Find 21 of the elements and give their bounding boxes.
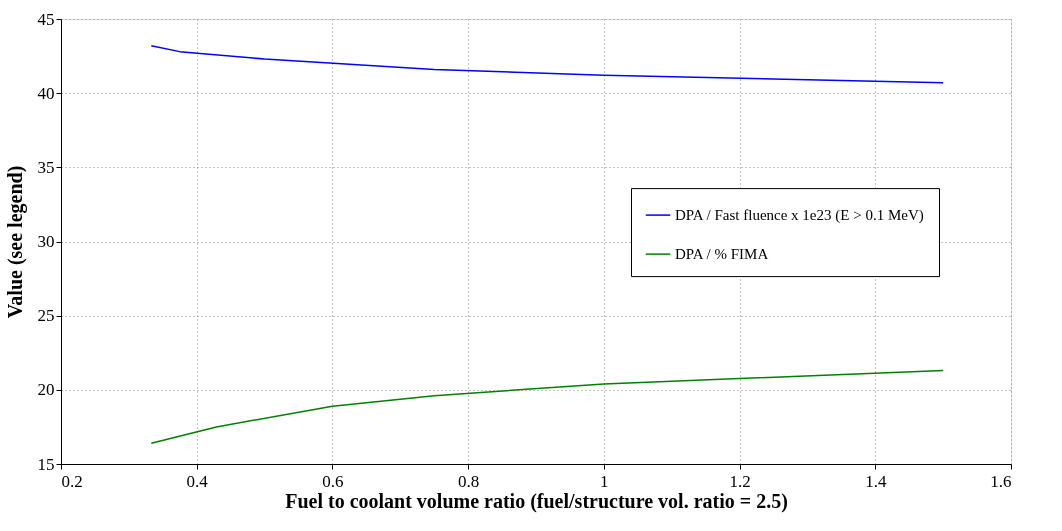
y-tick-label: 30 [37,232,55,251]
y-tick-label: 45 [37,9,55,29]
x-tick-label: 1.2 [729,471,751,491]
x-tick-label: 1 [600,471,609,491]
x-tick-label: 0.4 [186,471,209,491]
y-tick-label: 15 [37,454,55,474]
legend-label: DPA / Fast fluence x 1e23 (E > 0.1 MeV) [675,207,924,225]
x-tick-label: 0.6 [322,471,344,491]
x-tick-label: 0.2 [61,471,83,491]
y-tick-label: 40 [37,83,55,103]
x-tick-label: 1.6 [990,471,1012,491]
x-tick-label: 1.4 [865,471,887,491]
x-tick-label: 0.8 [458,471,480,491]
line-series [150,369,944,444]
line-series [150,44,944,84]
y-tick-label: 35 [37,157,55,177]
y-tick-label: 25 [37,306,55,326]
y-axis-title: Value (see legend) [3,165,27,319]
x-axis-title: Fuel to coolant volume ratio (fuel/structure vol. ratio = 2.5) [285,489,788,513]
y-tick-label: 20 [37,380,55,400]
legend-label: DPA / % FIMA [675,246,769,263]
